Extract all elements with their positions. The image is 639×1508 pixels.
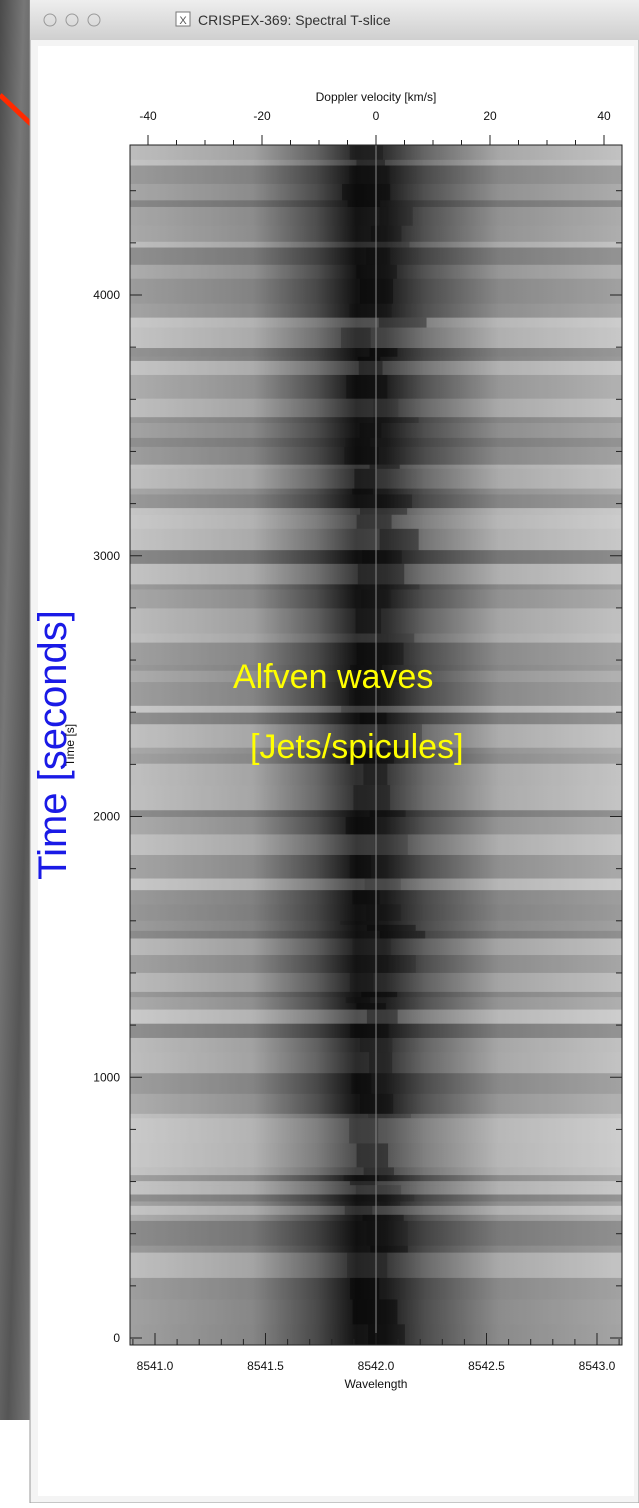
core-shift	[346, 817, 377, 834]
core-shift	[350, 1024, 388, 1038]
core-shift	[351, 1073, 371, 1094]
core-shift	[379, 318, 427, 328]
core-shift	[373, 417, 418, 423]
core-shift	[357, 515, 392, 529]
core-shift	[370, 810, 406, 817]
core-shift	[358, 357, 381, 361]
core-shift	[366, 248, 390, 265]
core-shift	[350, 855, 372, 879]
core-shift	[375, 834, 408, 855]
core-shift	[350, 1181, 377, 1185]
bottom-tick-label: 8543.0	[579, 1359, 616, 1373]
core-shift	[367, 925, 416, 931]
core-shift	[358, 564, 404, 585]
core-shift	[366, 904, 401, 921]
left-tick-label: 4000	[93, 288, 120, 302]
core-shift	[367, 1010, 398, 1024]
core-shift	[350, 145, 383, 160]
screenshot: X CRISPEX-369: Spectral T-slice -40 -20 0 2…	[0, 0, 639, 1503]
core-shift	[356, 160, 385, 166]
core-shift	[380, 1201, 400, 1205]
core-shift	[367, 1221, 408, 1246]
core-shift	[349, 166, 389, 184]
core-shift	[360, 423, 382, 438]
core-shift	[380, 529, 419, 550]
core-shift	[376, 494, 412, 508]
core-shift	[342, 184, 390, 200]
core-shift	[361, 992, 397, 997]
core-shift	[345, 1206, 373, 1215]
core-shift	[340, 921, 379, 925]
core-shift	[354, 469, 376, 489]
core-shift	[360, 508, 407, 515]
bottom-tick-label: 8541.5	[247, 1359, 284, 1373]
core-shift	[349, 1118, 378, 1143]
core-shift	[344, 447, 378, 465]
core-shift	[369, 348, 397, 357]
core-shift	[365, 879, 401, 891]
bottom-tick-label: 8542.5	[468, 1359, 505, 1373]
top-tick-label: 20	[483, 109, 497, 123]
core-shift	[380, 931, 425, 939]
core-shift	[352, 938, 390, 955]
core-shift	[380, 584, 420, 589]
left-tick-label: 3000	[93, 549, 120, 563]
annotation-line1: Alfven waves	[233, 658, 433, 696]
core-shift	[349, 304, 391, 318]
top-tick-label: 0	[373, 109, 380, 123]
top-tick-label: 40	[597, 109, 611, 123]
top-tick-label: -40	[139, 109, 157, 123]
core-shift	[353, 1299, 398, 1324]
core-shift	[360, 713, 387, 725]
core-shift	[341, 328, 371, 348]
core-shift	[379, 207, 412, 226]
core-shift	[346, 997, 370, 1003]
core-shift	[375, 242, 409, 248]
y-annotation: Time [seconds]	[31, 610, 75, 880]
core-shift	[373, 399, 398, 418]
core-shift	[378, 955, 416, 973]
left-tick-label: 1000	[93, 1070, 120, 1084]
core-shift	[370, 465, 400, 469]
core-shift	[350, 1278, 379, 1300]
core-shift	[357, 1143, 389, 1167]
left-tick-label: 0	[113, 1331, 120, 1345]
core-shift	[353, 785, 390, 810]
core-shift	[356, 265, 396, 279]
core-shift	[345, 438, 370, 447]
core-shift	[368, 1324, 405, 1345]
annotation-line2: [Jets/spicules]	[250, 728, 464, 766]
core-shift	[369, 1052, 392, 1073]
left-tick-label: 2000	[93, 810, 120, 824]
core-shift	[356, 608, 382, 633]
core-shift	[346, 375, 387, 399]
core-shift	[341, 706, 377, 713]
core-shift	[348, 200, 381, 207]
core-shift	[363, 764, 387, 785]
bottom-axis-title: Wavelength	[345, 1377, 408, 1391]
core-shift	[352, 489, 373, 495]
core-shift	[357, 1003, 386, 1009]
core-shift	[368, 1114, 411, 1118]
core-shift	[362, 550, 402, 564]
core-shift	[344, 1175, 380, 1181]
bottom-tick-label: 8541.0	[137, 1359, 174, 1373]
top-tick-label: -20	[253, 109, 271, 123]
core-shift	[350, 973, 374, 992]
core-shift	[360, 1094, 393, 1114]
core-shift	[359, 361, 383, 375]
core-shift	[347, 1253, 387, 1278]
window-title: CRISPEX-369: Spectral T-slice	[198, 12, 391, 28]
core-shift	[375, 1195, 415, 1202]
bottom-tick-label: 8542.0	[358, 1359, 395, 1373]
core-shift	[364, 1167, 394, 1175]
top-axis-title: Doppler velocity [km/s]	[316, 90, 437, 104]
core-shift	[371, 226, 402, 242]
x11-icon-glyph: X	[179, 15, 187, 27]
core-shift	[363, 1215, 404, 1221]
core-shift	[356, 1185, 401, 1194]
core-shift	[376, 634, 414, 643]
